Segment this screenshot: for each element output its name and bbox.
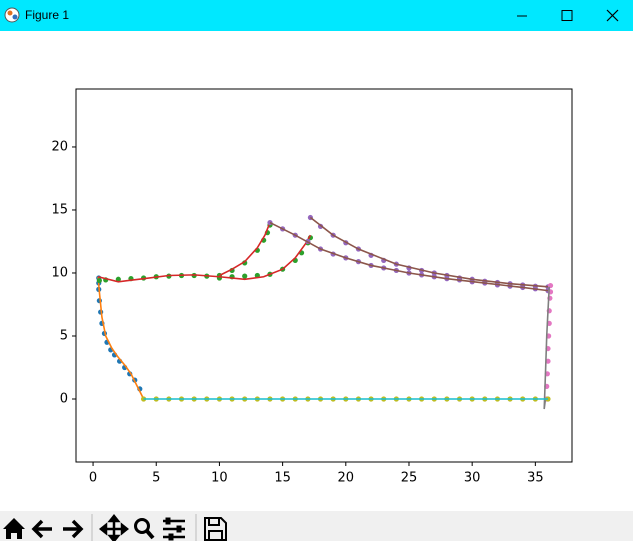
x-tick-label: 15: [274, 471, 291, 486]
x-tick-label: 0: [89, 471, 97, 486]
fit-line: [97, 222, 312, 283]
forward-button[interactable]: [63, 519, 84, 539]
fit-line: [269, 216, 549, 292]
close-button[interactable]: [606, 9, 619, 22]
axes-background: [76, 89, 572, 462]
data-point: [242, 273, 248, 279]
data-point: [115, 276, 121, 282]
y-tick-label: 20: [51, 139, 68, 154]
zoom-button[interactable]: [134, 518, 155, 540]
app-icon: [4, 7, 20, 23]
back-button[interactable]: [31, 519, 52, 539]
data-point: [267, 219, 273, 226]
toolbar: [0, 511, 633, 541]
axes-frame: [75, 88, 573, 463]
title-bar: [0, 0, 633, 31]
y-tick-label: 5: [60, 328, 68, 343]
home-button[interactable]: [3, 518, 25, 539]
configure-button[interactable]: [163, 517, 185, 541]
x-tick-label: 5: [152, 471, 160, 486]
x-tick-label: 30: [464, 471, 481, 486]
data-point: [96, 277, 102, 284]
y-tick-label: 15: [51, 202, 68, 217]
x-tick-label: 25: [401, 471, 418, 486]
window-title: Figure 1: [25, 8, 69, 22]
x-tick-label: 35: [527, 471, 544, 486]
pan-button[interactable]: [98, 513, 130, 541]
data-point: [141, 396, 147, 402]
maximize-button[interactable]: [561, 10, 573, 21]
y-tick-label: 10: [51, 265, 68, 280]
x-tick-label: 10: [211, 471, 228, 486]
x-tick-label: 20: [338, 471, 355, 486]
fit-line: [97, 276, 145, 400]
plot: 0 5 10 15 20 25 30 35 0 5 10 15 20: [51, 88, 573, 486]
fit-line: [543, 286, 551, 410]
save-button[interactable]: [204, 517, 227, 541]
y-tick-label: 0: [60, 391, 68, 406]
